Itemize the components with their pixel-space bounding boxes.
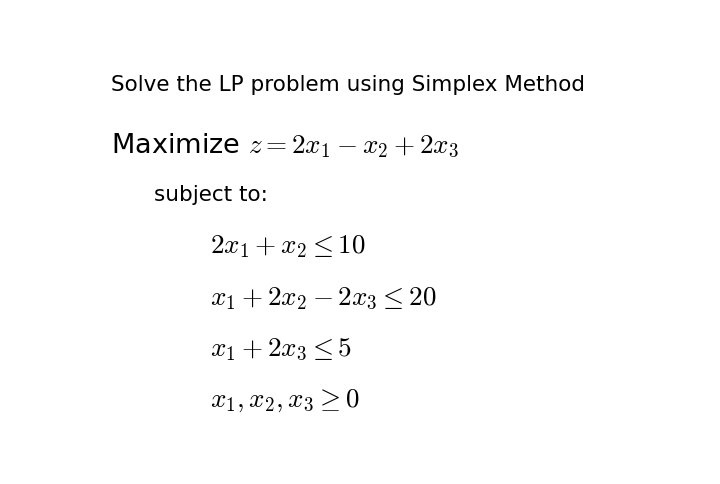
Text: Maximize $z = 2x_1 - x_2 + 2x_3$: Maximize $z = 2x_1 - x_2 + 2x_3$ xyxy=(111,131,459,159)
Text: subject to:: subject to: xyxy=(154,185,268,205)
Text: $x_1 + 2x_3 \leq 5$: $x_1 + 2x_3 \leq 5$ xyxy=(210,336,352,362)
Text: $x_1 + 2x_2 - 2x_3 \leq 20$: $x_1 + 2x_2 - 2x_3 \leq 20$ xyxy=(210,286,436,311)
Text: Solve the LP problem using Simplex Method: Solve the LP problem using Simplex Metho… xyxy=(111,75,585,95)
Text: $2x_1 + x_2 \leq 10$: $2x_1 + x_2 \leq 10$ xyxy=(210,233,366,260)
Text: $x_1, x_2, x_3 \geq 0$: $x_1, x_2, x_3 \geq 0$ xyxy=(210,388,359,414)
